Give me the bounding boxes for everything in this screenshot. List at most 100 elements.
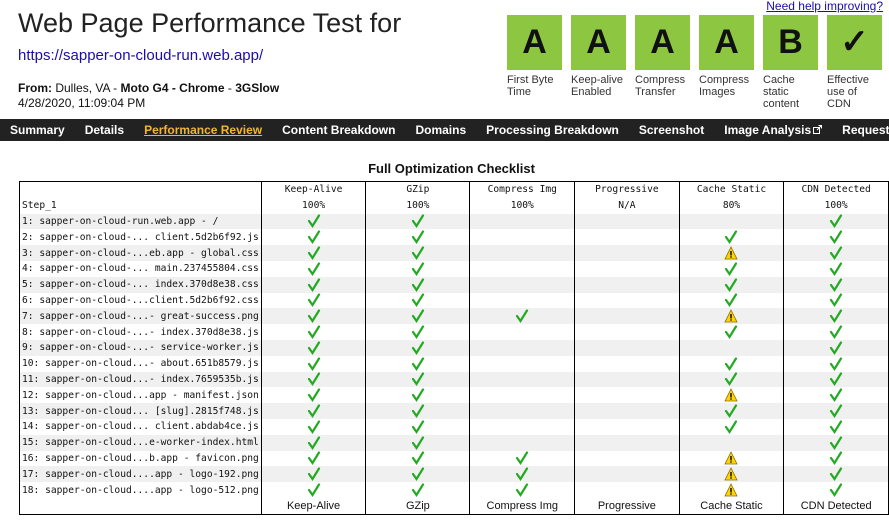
warning-icon (724, 451, 739, 465)
page-title: Web Page Performance Test for (18, 8, 402, 38)
pass-icon (830, 341, 843, 355)
status-cell (365, 387, 471, 404)
column-footer: CDN Detected (783, 497, 889, 515)
help-link[interactable]: Need help improving? (766, 0, 883, 13)
pass-icon (307, 293, 320, 308)
status-cell (783, 450, 889, 467)
request-row: 6: sapper-on-cloud-...client.5d2b6f92.cs… (19, 292, 889, 309)
grade-label: Effective use of CDN (827, 74, 869, 110)
status-cell (574, 387, 680, 404)
request-label: 10: sapper-on-cloud...- about.651b8579.j… (19, 355, 262, 372)
status-cell (678, 229, 785, 246)
pass-icon (830, 309, 843, 324)
status-cell (260, 276, 367, 293)
request-label: 14: sapper-on-cloud... client.abdab4ce.j… (19, 418, 262, 435)
status-cell (678, 308, 785, 325)
request-row: 12: sapper-on-cloud...app - manifest.jso… (19, 387, 889, 404)
column-header: GZip (365, 180, 471, 198)
header-row: Keep-Alive GZip Compress Img Progressive Cac… (19, 180, 889, 198)
nav-item[interactable]: Performance Review (144, 123, 263, 137)
column-header: CDN Detected (783, 180, 889, 198)
status-cell (365, 418, 471, 435)
pass-icon (307, 341, 320, 355)
pass-icon (725, 372, 738, 387)
status-cell (469, 245, 576, 261)
status-cell (469, 229, 576, 246)
pass-icon (411, 325, 424, 340)
nav-item[interactable]: Processing Breakdown (486, 123, 619, 137)
column-score: N/A (574, 197, 680, 214)
request-label: 6: sapper-on-cloud-...client.5d2b6f92.cs… (19, 292, 262, 309)
status-cell (469, 418, 576, 435)
cell (19, 497, 262, 515)
status-cell (574, 339, 680, 356)
request-row: 11: sapper-on-cloud...- index.7659535b.j… (19, 371, 889, 388)
nav-item[interactable]: Screenshot (638, 123, 705, 137)
status-cell (574, 450, 680, 467)
status-cell (260, 482, 367, 498)
status-cell (574, 466, 680, 483)
status-cell (260, 403, 367, 419)
status-cell (783, 466, 889, 483)
status-cell (678, 355, 785, 372)
status-cell (783, 387, 889, 404)
status-cell (783, 418, 889, 435)
status-cell (783, 339, 889, 356)
tested-url[interactable]: https://sapper-on-cloud-run.web.app/ (18, 47, 264, 64)
status-cell (260, 339, 367, 356)
test-date: 4/28/2020, 11:09:04 PM (18, 96, 146, 110)
status-cell (469, 355, 576, 372)
pass-icon (411, 341, 424, 355)
status-cell (365, 339, 471, 356)
request-label: 12: sapper-on-cloud...app - manifest.jso… (19, 387, 262, 404)
request-row: 5: sapper-on-cloud-... index.370d8e38.cs… (19, 276, 889, 293)
request-row: 7: sapper-on-cloud-...- great-success.pn… (19, 308, 889, 325)
status-cell (260, 229, 367, 246)
column-footer: Compress Img (469, 497, 576, 515)
separator: - (227, 81, 232, 95)
pass-icon (830, 436, 843, 450)
status-cell (783, 324, 889, 340)
pass-icon (411, 483, 424, 498)
status-cell (678, 418, 785, 435)
status-cell (574, 260, 680, 277)
nav-item[interactable]: Image Analysis (714, 123, 832, 137)
location: Dulles, VA (55, 81, 110, 95)
table-title: Full Optimization Checklist (368, 161, 535, 176)
status-cell (678, 450, 785, 467)
status-cell (365, 482, 471, 498)
grade-card: ✓ Effective use of CDN (827, 15, 882, 110)
status-cell (783, 434, 889, 451)
status-cell (260, 324, 367, 340)
pass-icon (307, 246, 320, 261)
pass-icon (725, 404, 738, 419)
status-cell (469, 276, 576, 293)
step-label: Step_1 (19, 197, 262, 214)
pass-icon (830, 293, 843, 308)
nav-item[interactable]: Summary (10, 123, 65, 137)
status-cell (469, 324, 576, 340)
request-label: 1: sapper-on-cloud-run.web.app - / (19, 213, 262, 230)
nav-item[interactable]: Domains (415, 123, 467, 137)
grade-card: A First Byte Time (507, 15, 562, 98)
grade-letter: A (635, 15, 690, 70)
pass-icon (830, 372, 843, 387)
pass-icon (307, 214, 320, 229)
pass-icon (725, 230, 738, 245)
column-score: 100% (469, 197, 576, 214)
pass-icon (830, 278, 843, 292)
nav-item[interactable]: Details (84, 123, 125, 137)
status-cell (469, 213, 576, 230)
status-cell (365, 292, 471, 309)
pass-icon (411, 467, 424, 482)
nav-item[interactable]: Request Map (842, 123, 889, 137)
column-footer: GZip (365, 497, 471, 515)
pass-icon (307, 372, 320, 387)
status-cell (574, 229, 680, 246)
pass-icon (307, 436, 320, 450)
nav-item[interactable]: Content Breakdown (282, 123, 396, 137)
column-score: 80% (678, 197, 785, 214)
external-icon (813, 125, 823, 134)
pass-icon (725, 293, 738, 308)
